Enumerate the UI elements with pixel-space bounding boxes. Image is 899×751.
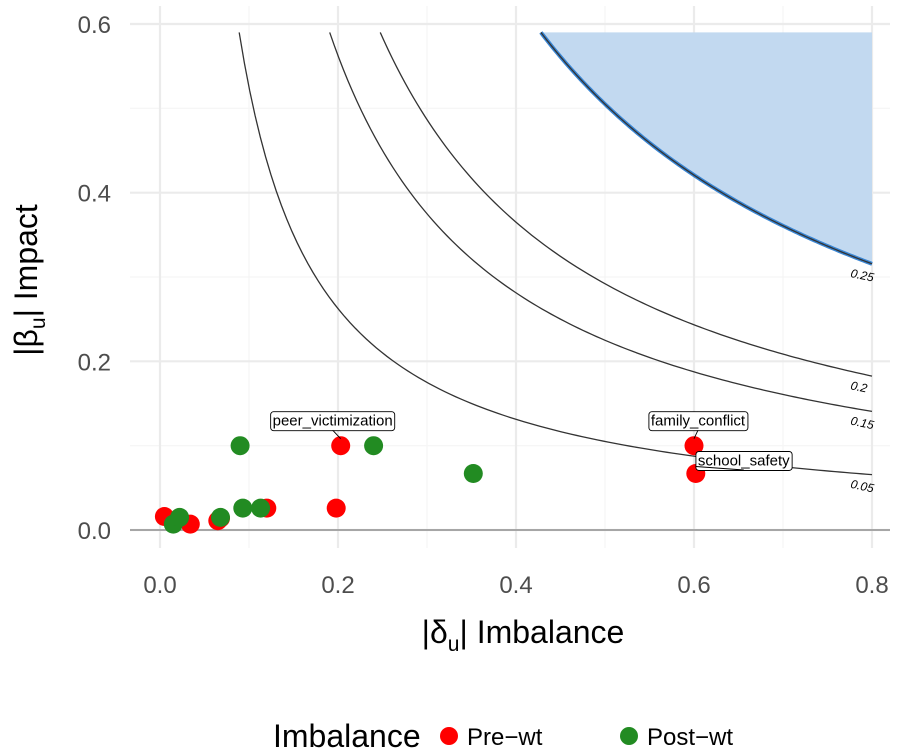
point-post <box>170 507 190 527</box>
x-tick-label: 0.2 <box>321 572 354 599</box>
legend-title: Imbalance <box>273 718 421 751</box>
y-tick-label: 0.2 <box>78 349 111 376</box>
data-points <box>154 436 706 534</box>
y-tick-label: 0.0 <box>78 518 111 545</box>
y-tick-label: 0.6 <box>78 12 111 39</box>
point-pre <box>331 436 351 456</box>
legend-marker-pre <box>440 727 458 745</box>
contour-label-0.05: 0.05 <box>849 477 875 496</box>
point-label-text: school_safety <box>698 452 790 469</box>
y-tick-label: 0.4 <box>78 181 111 208</box>
point-label-box <box>648 411 749 432</box>
shaded-region <box>540 32 872 264</box>
point-label-leader <box>693 429 699 439</box>
y-axis-title: |βu| Impact <box>8 204 50 356</box>
x-tick-label: 0.8 <box>855 572 888 599</box>
x-tick-label: 0.4 <box>499 572 532 599</box>
point-pre <box>684 436 704 456</box>
contour-line-0.15 <box>329 32 873 413</box>
point-label-text: peer_victimization <box>273 413 393 430</box>
contour-label-0.2: 0.2 <box>849 378 869 395</box>
contour-label-0.25: 0.25 <box>849 266 875 285</box>
axes: 0.0 0.2 0.4 0.6 0.8 0.0 0.2 0.4 0.6 <box>78 12 890 599</box>
point-post <box>230 436 250 456</box>
point-labels: peer_victimization family_conflict school_… <box>270 411 793 471</box>
contour-line-0.2 <box>379 32 873 377</box>
shaded-area <box>540 32 872 264</box>
x-tick-label: 0.6 <box>677 572 710 599</box>
x-axis-title: |δu| Imbalance <box>422 614 625 656</box>
label-family_conflict: family_conflict <box>648 411 749 439</box>
legend-marker-post <box>620 727 638 745</box>
label-peer_victimization: peer_victimization <box>270 411 396 439</box>
legend: Imbalance Pre−wt Post−wt <box>273 718 733 751</box>
point-label-leader <box>332 429 341 439</box>
contour-lines: 0.05 0.15 0.2 0.25 <box>238 31 875 496</box>
x-tick-label: 0.0 <box>143 572 176 599</box>
point-post <box>233 498 253 518</box>
label-school_safety: school_safety <box>695 451 793 471</box>
point-pre <box>326 498 346 518</box>
legend-label-pre: Pre−wt <box>467 724 543 751</box>
point-post <box>251 498 271 518</box>
point-post <box>463 464 483 483</box>
point-post <box>364 436 384 456</box>
point-label-box <box>695 451 793 471</box>
point-post <box>211 507 230 527</box>
point-label-leader <box>695 466 744 471</box>
point-label-text: family_conflict <box>651 413 746 430</box>
contour-line-0.25 <box>540 32 873 265</box>
legend-label-post: Post−wt <box>647 724 733 751</box>
contour-label-0.15: 0.15 <box>849 414 875 433</box>
